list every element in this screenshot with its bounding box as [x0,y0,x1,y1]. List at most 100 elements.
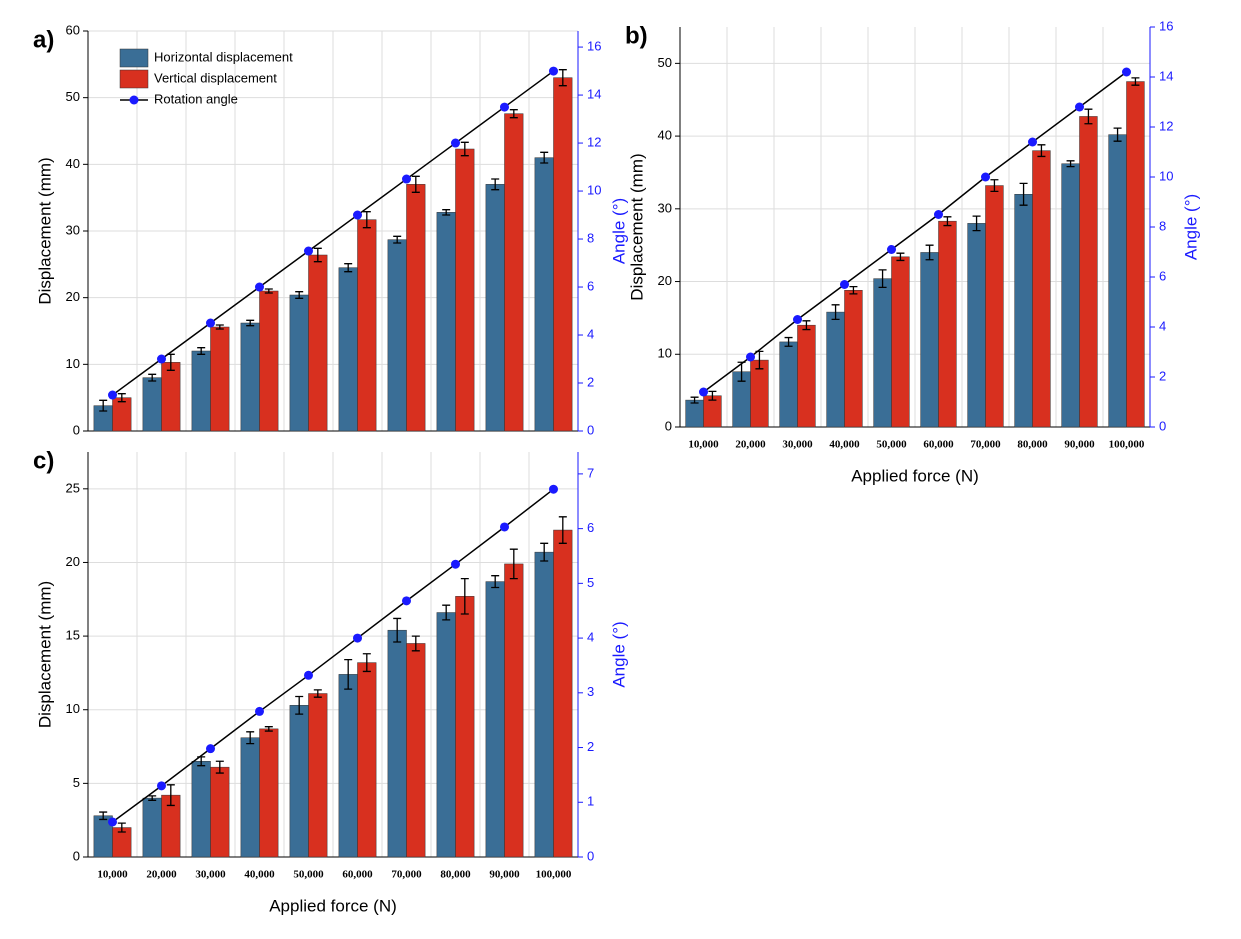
error-bar [117,822,126,833]
bar [240,322,260,432]
angle-marker [353,633,362,643]
error-bar [460,141,469,157]
bar [455,148,475,432]
bar [455,596,475,858]
x-tick-label: 80,000 [440,869,471,881]
angle-marker [840,280,849,289]
angle-marker [451,559,460,569]
y-tick-label: 5 [73,775,80,790]
bar [553,529,573,858]
error-bar [166,784,175,807]
legend-swatch [119,69,149,89]
legend-label: Horizontal displacement [154,49,293,64]
bar [938,220,957,428]
y2-tick-label: 6 [1159,268,1166,283]
bar [357,219,377,432]
legend-label: Rotation angle [154,91,238,106]
bar [191,761,211,858]
error-bar [1066,160,1075,168]
y2-tick-label: 3 [587,684,594,699]
y2-tick-label: 5 [587,575,594,590]
bar [161,362,181,432]
x-tick-label: 80,000 [1017,439,1048,451]
y2-tick-label: 12 [587,134,601,149]
angle-marker [304,246,313,256]
angle-marker [255,706,264,716]
angle-marker [981,172,990,182]
bar [259,290,279,432]
y2-tick-label: 4 [1159,318,1166,333]
y2-tick-label: 12 [1159,118,1173,133]
x-tick-label: 10,000 [688,439,719,451]
error-bar [1084,108,1093,125]
y2-tick-label: 1 [587,794,594,809]
error-bar [148,373,157,382]
bar [779,341,798,428]
y-tick-label: 25 [66,480,80,495]
angle-marker [934,210,943,219]
x-tick-label: 70,000 [970,439,1001,451]
error-bar [442,604,451,621]
angle-marker [304,670,313,680]
x-tick-label: 70,000 [391,869,422,881]
error-bar [972,215,981,232]
legend-swatch [119,48,149,68]
angle-marker [500,522,509,532]
y2-tick-label: 10 [1159,168,1173,183]
error-bar [411,175,420,193]
legend-marker [129,95,139,105]
bar [259,728,279,858]
angle-marker [108,390,117,400]
x-tick-label: 90,000 [489,869,520,881]
panel-label: c) [33,447,54,474]
error-bar [849,285,858,295]
y-tick-label: 60 [66,22,80,37]
angle-marker [108,817,117,827]
bar [750,359,769,428]
bar [112,397,132,432]
angle-marker [549,484,558,494]
bar [191,350,211,432]
y2-axis-title: Angle (°) [609,621,628,687]
x-tick-label: 20,000 [735,439,766,451]
bar [142,797,162,858]
y-tick-label: 50 [658,55,672,70]
bar [1032,150,1051,428]
error-bar [509,109,518,119]
y2-tick-label: 6 [587,520,594,535]
y2-tick-label: 0 [1159,418,1166,433]
error-bar [295,291,304,299]
angle-line [703,71,1127,393]
error-bar [1037,144,1046,158]
bar [308,254,328,432]
error-bar [295,695,304,715]
bar [240,737,260,858]
error-bar [344,659,353,690]
bar [210,326,230,432]
y-tick-label: 0 [73,848,80,863]
bar [797,324,816,428]
angle-line [112,488,554,823]
bar [210,766,230,858]
x-tick-label: 30,000 [195,869,226,881]
bar [826,311,845,428]
x-tick-label: 60,000 [342,869,373,881]
error-bar [362,653,371,673]
bar [308,693,328,858]
bar [357,662,377,858]
y2-tick-label: 4 [587,630,594,645]
y-axis-title: Displacement (mm) [627,153,646,300]
y2-tick-label: 14 [587,87,601,102]
y2-tick-label: 2 [587,739,594,754]
angle-marker [699,387,708,397]
y2-tick-label: 6 [587,278,594,293]
error-bar [117,393,126,403]
bar [534,157,554,432]
error-bar [246,319,255,327]
bar [485,184,505,432]
bar [985,185,1004,428]
angle-marker [549,66,558,76]
angle-marker [500,102,509,112]
error-bar [1113,127,1122,142]
